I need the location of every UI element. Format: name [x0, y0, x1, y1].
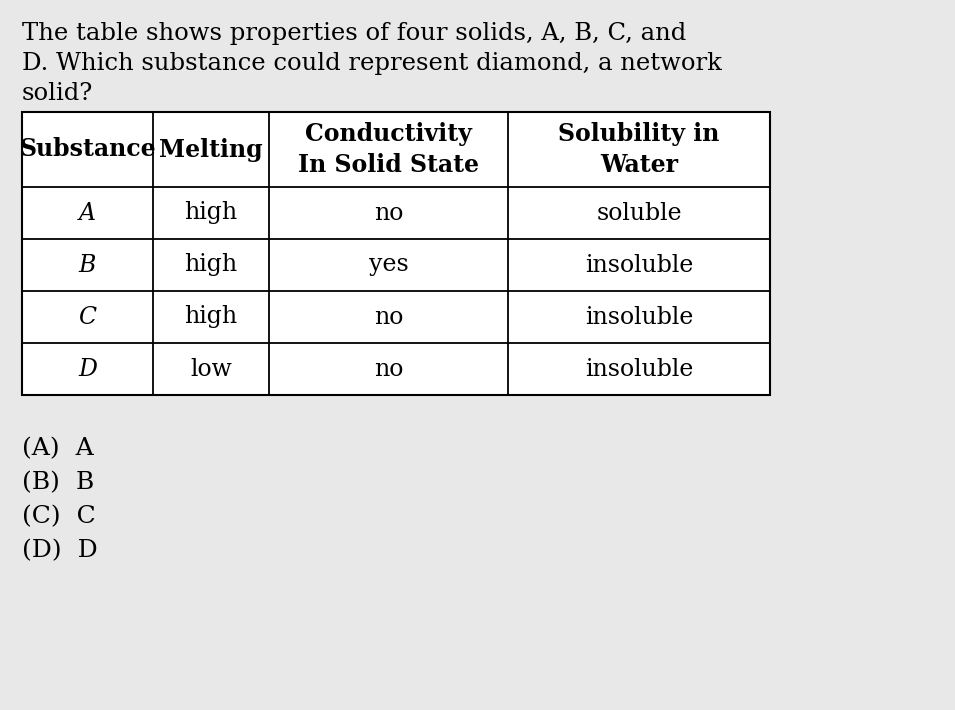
Text: no: no — [373, 202, 403, 224]
Text: A: A — [79, 202, 96, 224]
Text: high: high — [184, 253, 238, 276]
Text: Melting: Melting — [159, 138, 263, 161]
Text: (D)  D: (D) D — [22, 539, 97, 562]
Text: (C)  C: (C) C — [22, 505, 96, 528]
Text: Substance: Substance — [19, 138, 156, 161]
Text: C: C — [78, 305, 96, 329]
Text: Conductivity
In Solid State: Conductivity In Solid State — [298, 122, 479, 177]
Text: low: low — [190, 358, 232, 381]
Text: soluble: soluble — [596, 202, 682, 224]
Text: insoluble: insoluble — [584, 358, 693, 381]
Text: solid?: solid? — [22, 82, 94, 105]
Bar — [22, 112, 770, 395]
Text: (A)  A: (A) A — [22, 437, 94, 460]
Text: yes: yes — [369, 253, 409, 276]
Text: insoluble: insoluble — [584, 305, 693, 329]
Text: (B)  B: (B) B — [22, 471, 95, 494]
Text: B: B — [78, 253, 96, 276]
Text: D. Which substance could represent diamond, a network: D. Which substance could represent diamo… — [22, 52, 722, 75]
Text: no: no — [373, 305, 403, 329]
Text: The table shows properties of four solids, A, B, C, and: The table shows properties of four solid… — [22, 22, 687, 45]
Text: high: high — [184, 305, 238, 329]
Text: insoluble: insoluble — [584, 253, 693, 276]
Text: high: high — [184, 202, 238, 224]
Text: no: no — [373, 358, 403, 381]
Text: Solubility in
Water: Solubility in Water — [559, 122, 720, 177]
Text: D: D — [78, 358, 97, 381]
